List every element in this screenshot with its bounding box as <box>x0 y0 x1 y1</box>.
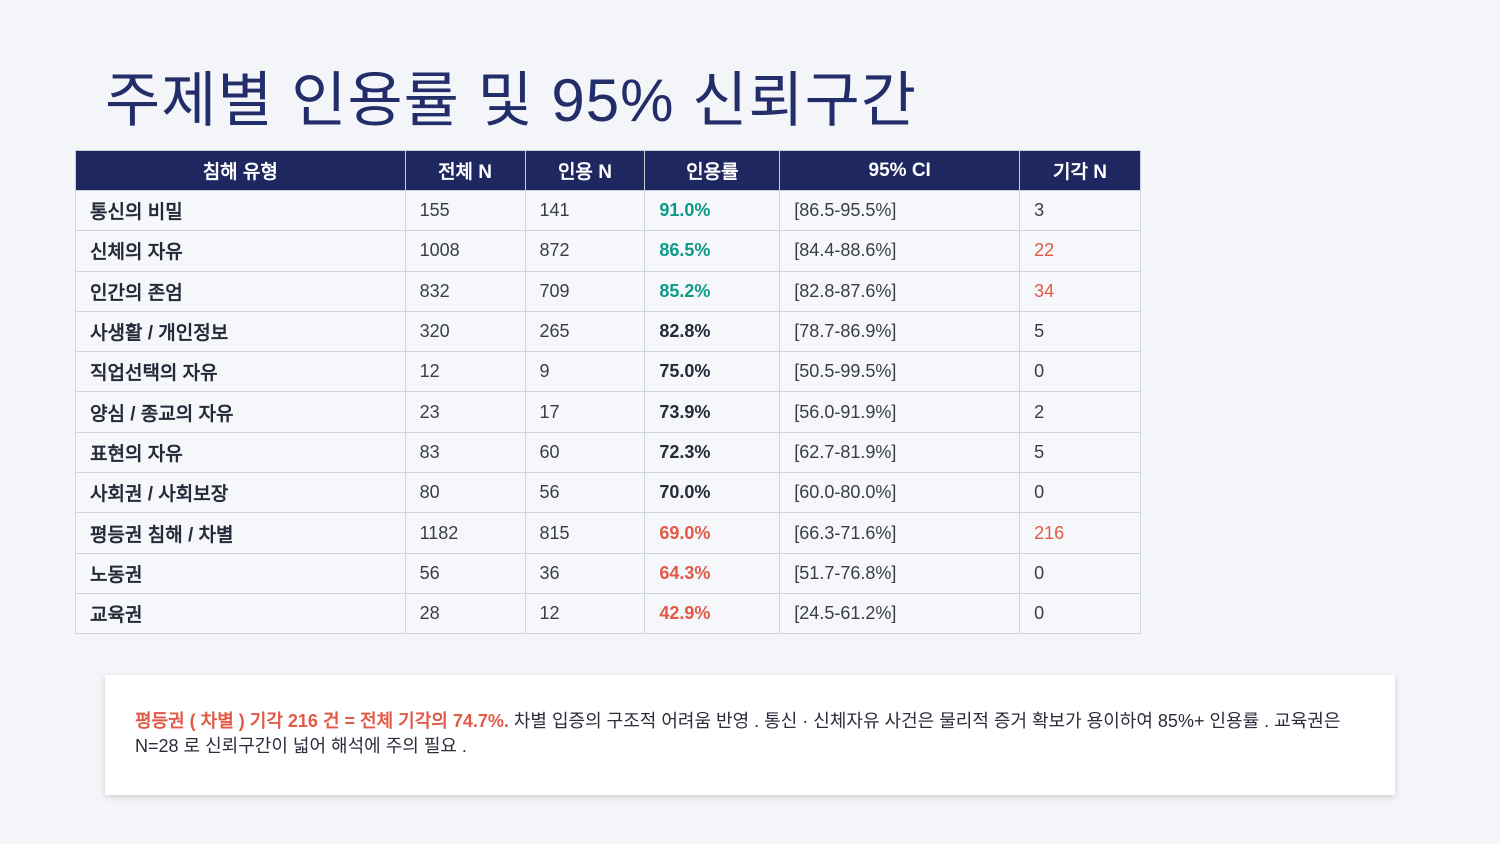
col-header-total: 전체 N <box>404 150 526 191</box>
col-header-ci: 95% CI <box>779 150 1021 191</box>
cell-rate: 91.0% <box>644 189 781 232</box>
table-row: 표현의 자유 83 60 72.3% [62.7-81.9%] 5 <box>75 431 1141 474</box>
cell-cited: 9 <box>524 351 646 393</box>
cell-type: 신체의 자유 <box>75 230 406 272</box>
cell-type: 직업선택의 자유 <box>75 351 406 393</box>
table-row: 사회권 / 사회보장 80 56 70.0% [60.0-80.0%] 0 <box>75 472 1141 514</box>
cell-rejected: 34 <box>1019 270 1141 312</box>
cell-ci: [82.8-87.6%] <box>779 270 1021 312</box>
cell-type: 인간의 존엄 <box>75 270 406 312</box>
cell-total: 1182 <box>404 512 526 554</box>
cell-rate: 42.9% <box>644 592 781 635</box>
cell-total: 12 <box>404 351 526 393</box>
cell-ci: [51.7-76.8%] <box>779 552 1021 594</box>
cell-rejected: 3 <box>1019 189 1141 232</box>
cell-total: 155 <box>404 189 526 232</box>
citation-rate-table: 침해 유형 전체 N 인용 N 인용률 95% CI 기각 N 통신의 비밀 15… <box>75 150 1141 635</box>
cell-cited: 265 <box>524 310 646 353</box>
cell-rejected: 5 <box>1019 431 1141 474</box>
cell-rejected: 0 <box>1019 351 1141 393</box>
cell-rejected: 0 <box>1019 552 1141 594</box>
cell-ci: [50.5-99.5%] <box>779 351 1021 393</box>
cell-cited: 56 <box>524 472 646 514</box>
col-header-rate: 인용률 <box>644 150 781 191</box>
cell-ci: [86.5-95.5%] <box>779 189 1021 232</box>
cell-type: 사회권 / 사회보장 <box>75 472 406 514</box>
cell-cited: 709 <box>524 270 646 312</box>
cell-cited: 60 <box>524 431 646 474</box>
cell-rate: 86.5% <box>644 230 781 272</box>
table-row: 통신의 비밀 155 141 91.0% [86.5-95.5%] 3 <box>75 189 1141 232</box>
table-row: 양심 / 종교의 자유 23 17 73.9% [56.0-91.9%] 2 <box>75 391 1141 433</box>
cell-rate: 73.9% <box>644 391 781 433</box>
cell-rate: 72.3% <box>644 431 781 474</box>
cell-rate: 64.3% <box>644 552 781 594</box>
cell-type: 사생활 / 개인정보 <box>75 310 406 353</box>
cell-rate: 75.0% <box>644 351 781 393</box>
cell-ci: [56.0-91.9%] <box>779 391 1021 433</box>
table-row: 사생활 / 개인정보 320 265 82.8% [78.7-86.9%] 5 <box>75 310 1141 353</box>
table-row: 교육권 28 12 42.9% [24.5-61.2%] 0 <box>75 592 1141 635</box>
cell-rate: 69.0% <box>644 512 781 554</box>
cell-ci: [78.7-86.9%] <box>779 310 1021 353</box>
table-row: 신체의 자유 1008 872 86.5% [84.4-88.6%] 22 <box>75 230 1141 272</box>
cell-type: 노동권 <box>75 552 406 594</box>
cell-type: 교육권 <box>75 592 406 635</box>
cell-type: 통신의 비밀 <box>75 189 406 232</box>
table-row: 평등권 침해 / 차별 1182 815 69.0% [66.3-71.6%] 216 <box>75 512 1141 554</box>
cell-rate: 70.0% <box>644 472 781 514</box>
cell-ci: [62.7-81.9%] <box>779 431 1021 474</box>
cell-cited: 141 <box>524 189 646 232</box>
cell-total: 83 <box>404 431 526 474</box>
cell-cited: 815 <box>524 512 646 554</box>
cell-ci: [84.4-88.6%] <box>779 230 1021 272</box>
note-highlight: 평등권 ( 차별 ) 기각 216 건 = 전체 기각의 74.7%. <box>135 711 509 731</box>
cell-total: 80 <box>404 472 526 514</box>
cell-ci: [24.5-61.2%] <box>779 592 1021 635</box>
table-row: 직업선택의 자유 12 9 75.0% [50.5-99.5%] 0 <box>75 351 1141 393</box>
col-header-cited: 인용 N <box>524 150 646 191</box>
cell-total: 320 <box>404 310 526 353</box>
cell-total: 28 <box>404 592 526 635</box>
cell-cited: 17 <box>524 391 646 433</box>
cell-type: 양심 / 종교의 자유 <box>75 391 406 433</box>
cell-total: 1008 <box>404 230 526 272</box>
cell-total: 832 <box>404 270 526 312</box>
cell-rejected: 216 <box>1019 512 1141 554</box>
note-text: 차별 입증의 구조적 어려움 반영 . 통신 · 신체자유 사건은 물리적 증거… <box>135 711 1341 756</box>
cell-type: 평등권 침해 / 차별 <box>75 512 406 554</box>
cell-rejected: 0 <box>1019 472 1141 514</box>
cell-rate: 85.2% <box>644 270 781 312</box>
cell-ci: [66.3-71.6%] <box>779 512 1021 554</box>
table-row: 노동권 56 36 64.3% [51.7-76.8%] 0 <box>75 552 1141 594</box>
cell-cited: 36 <box>524 552 646 594</box>
cell-ci: [60.0-80.0%] <box>779 472 1021 514</box>
cell-rate: 82.8% <box>644 310 781 353</box>
col-header-type: 침해 유형 <box>75 150 406 191</box>
cell-type: 표현의 자유 <box>75 431 406 474</box>
cell-rejected: 5 <box>1019 310 1141 353</box>
summary-note: 평등권 ( 차별 ) 기각 216 건 = 전체 기각의 74.7%. 차별 입… <box>105 675 1395 795</box>
cell-cited: 12 <box>524 592 646 635</box>
cell-total: 23 <box>404 391 526 433</box>
table-row: 인간의 존엄 832 709 85.2% [82.8-87.6%] 34 <box>75 270 1141 312</box>
cell-rejected: 22 <box>1019 230 1141 272</box>
col-header-rejected: 기각 N <box>1019 150 1141 191</box>
cell-cited: 872 <box>524 230 646 272</box>
table-header-row: 침해 유형 전체 N 인용 N 인용률 95% CI 기각 N <box>75 150 1141 191</box>
cell-total: 56 <box>404 552 526 594</box>
cell-rejected: 2 <box>1019 391 1141 433</box>
cell-rejected: 0 <box>1019 592 1141 635</box>
page-title: 주제별 인용률 및 95% 신뢰구간 <box>105 67 917 134</box>
